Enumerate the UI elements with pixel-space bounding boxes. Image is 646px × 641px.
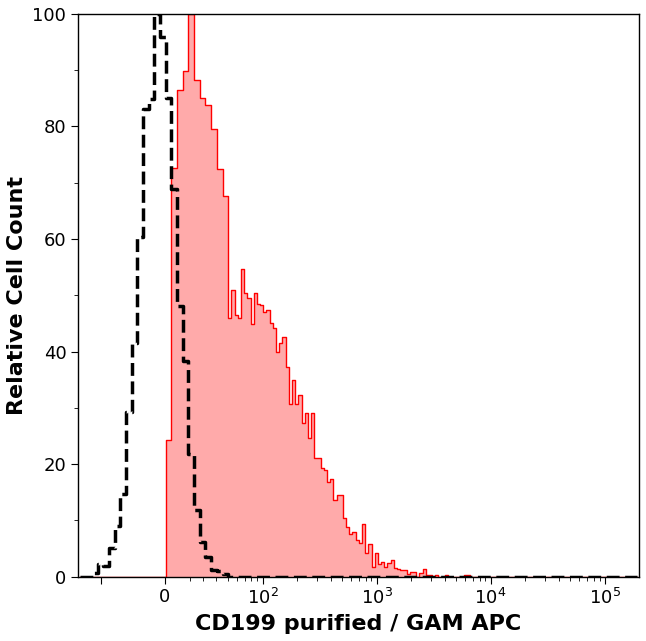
Y-axis label: Relative Cell Count: Relative Cell Count [7,176,27,415]
X-axis label: CD199 purified / GAM APC: CD199 purified / GAM APC [196,614,522,634]
